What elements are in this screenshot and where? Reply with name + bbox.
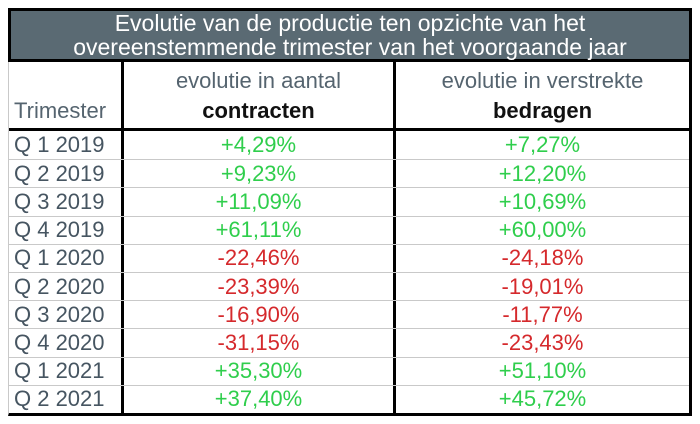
bedragen-value: -23,43% [501, 329, 584, 355]
table-row: Q 4 2020 -31,15% -23,43% [9, 328, 689, 357]
bedragen-value: +45,72% [498, 386, 587, 412]
trimester-cell: Q 2 2021 [9, 385, 124, 413]
table-row: Q 1 2021 +35,30% +51,10% [9, 356, 689, 385]
header-contracten: evolutie in aantal contracten [124, 62, 396, 128]
bedragen-value: -19,01% [501, 273, 584, 299]
bedragen-value: -24,18% [501, 245, 584, 271]
contracten-value: -31,15% [124, 329, 396, 357]
table-row: Q 3 2019 +11,09% +10,69% [9, 187, 689, 216]
contracten-value: +9,23% [124, 160, 396, 188]
bedragen-value: -11,77% [502, 301, 583, 327]
trimester-cell: Q 3 2019 [9, 188, 124, 216]
bedragen-value: +10,69% [498, 188, 587, 214]
trimester-cell: Q 2 2019 [9, 160, 124, 188]
bedragen-value: +60,00% [498, 217, 587, 243]
bedragen-value: +51,10% [498, 358, 587, 384]
header-contracten-line1: evolutie in aantal [175, 68, 342, 93]
contracten-value: +4,29% [124, 131, 396, 160]
table-header-row: Trimester evolutie in aantal contracten … [9, 62, 689, 131]
trimester-cell: Q 2 2020 [9, 272, 124, 301]
table-row: Q 1 2019 +4,29% +7,27% [9, 131, 689, 160]
trimester-cell: Q 1 2020 [9, 244, 124, 272]
table-title: Evolutie van de productie ten opzichte v… [8, 8, 692, 62]
table-title-line1: Evolutie van de productie ten opzichte v… [114, 10, 586, 36]
contracten-value: +61,11% [124, 216, 396, 244]
contracten-value: -22,46% [124, 244, 396, 272]
header-contracten-line2: contracten [202, 98, 315, 123]
table-body: Q 1 2019 +4,29% +7,27% Q 2 2019 +9,23% +12,20… [9, 131, 689, 413]
header-bedragen-line2: bedragen [492, 98, 593, 123]
table-row: Q 2 2020 -23,39% -19,01% [9, 271, 689, 301]
table-row: Q 1 2020 -22,46% -24,18% [9, 243, 689, 272]
table-row: Q 3 2020 -16,90% -11,77% [9, 300, 689, 329]
contracten-value: +11,09% [124, 188, 396, 216]
trimester-cell: Q 4 2019 [9, 216, 124, 244]
trimester-cell: Q 1 2019 [9, 131, 124, 160]
trimester-cell: Q 4 2020 [9, 329, 124, 357]
trimester-cell: Q 1 2021 [9, 357, 124, 385]
header-bedragen: evolutie in verstrekte bedragen [396, 62, 689, 128]
contracten-value: -23,39% [124, 272, 396, 301]
table-row: Q 2 2019 +9,23% +12,20% [9, 159, 689, 188]
production-table: Trimester evolutie in aantal contracten … [8, 62, 692, 416]
table-row: Q 4 2019 +61,11% +60,00% [9, 215, 689, 244]
contracten-value: -16,90% [124, 301, 396, 329]
bedragen-value: +7,27% [504, 132, 581, 158]
contracten-value: +37,40% [124, 385, 396, 413]
table-title-line2: overeenstemmende trimester van het voorg… [73, 34, 627, 60]
header-trimester: Trimester [9, 62, 124, 128]
bedragen-value: +12,20% [498, 160, 587, 186]
table-row: Q 2 2021 +37,40% +45,72% [9, 384, 689, 413]
contracten-value: +35,30% [124, 357, 396, 385]
trimester-cell: Q 3 2020 [9, 301, 124, 329]
header-bedragen-line1: evolutie in verstrekte [441, 68, 644, 93]
